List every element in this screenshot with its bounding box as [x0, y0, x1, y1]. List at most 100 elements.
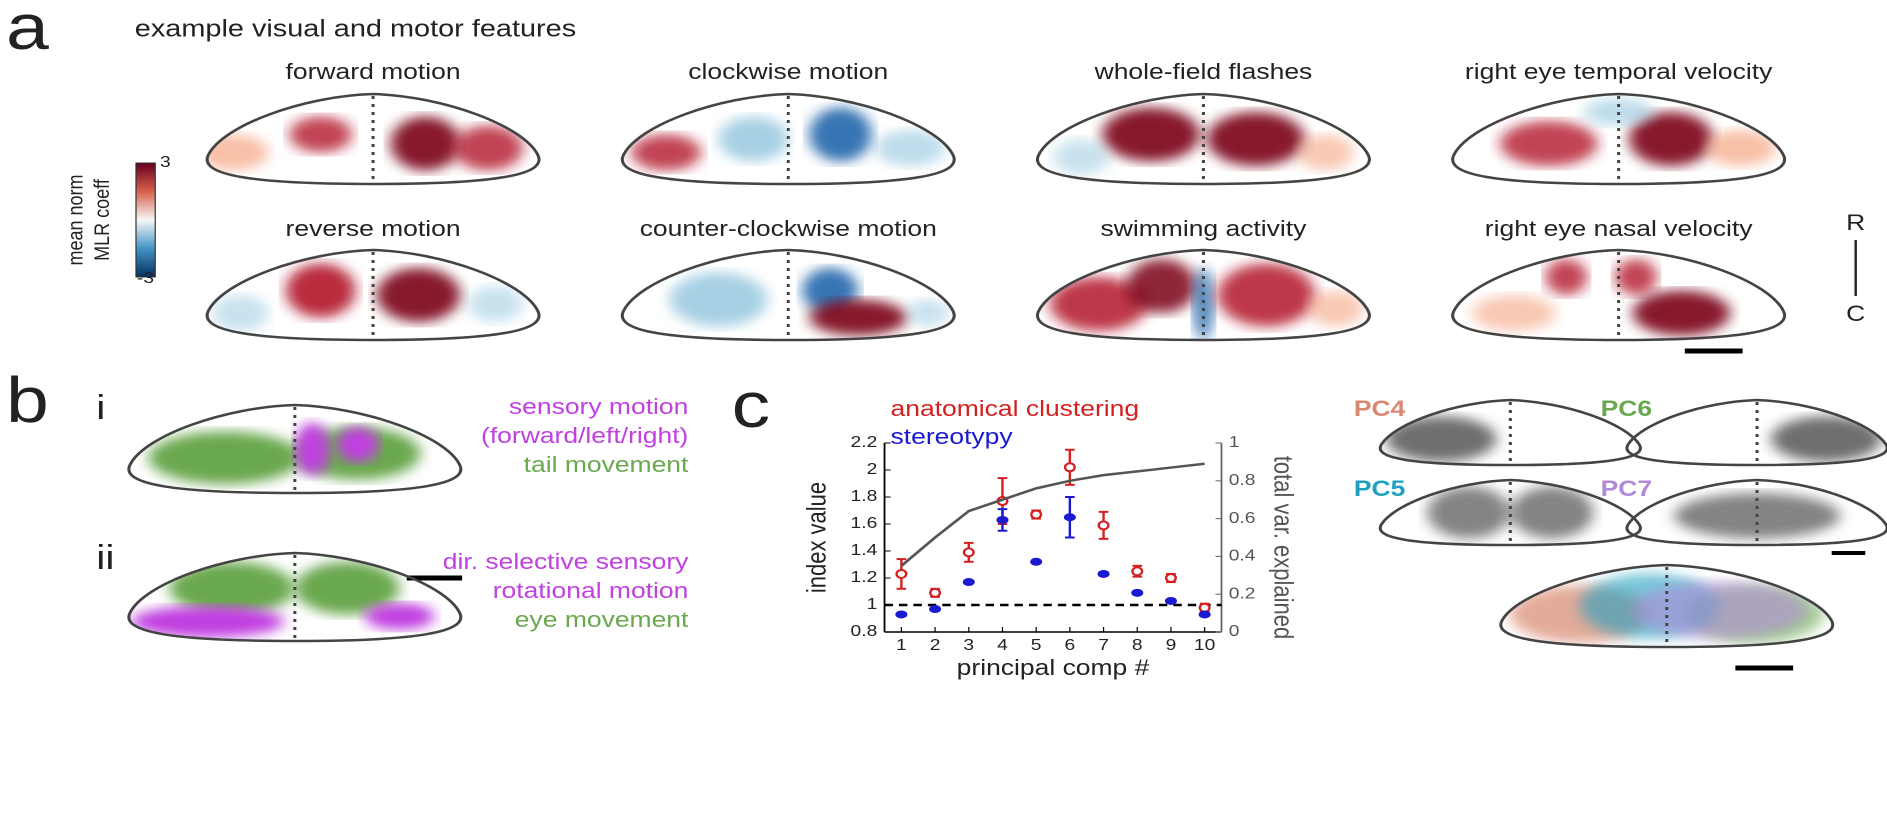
brain-outline — [620, 248, 956, 342]
marker — [1063, 462, 1076, 473]
activity — [1510, 486, 1594, 539]
brain-map — [631, 107, 946, 171]
brain-map — [212, 263, 524, 331]
map-title: clockwise motion — [688, 60, 888, 84]
activity — [1385, 416, 1497, 462]
activity — [467, 286, 524, 322]
y-tick-label: 1.4 — [851, 541, 878, 559]
marker — [1164, 573, 1177, 583]
brain-map — [1509, 573, 1824, 643]
pc-label: PC5 — [1354, 477, 1405, 501]
activity — [390, 116, 461, 171]
colorbar — [135, 162, 156, 278]
activity — [212, 295, 269, 331]
marker — [1131, 588, 1144, 597]
sub-label: ii — [96, 538, 114, 576]
activity — [718, 116, 789, 162]
activity — [875, 130, 946, 166]
x-tick-label: 5 — [1031, 636, 1042, 654]
activity — [1126, 259, 1197, 313]
legend-label: eye movement — [515, 608, 689, 632]
activity — [1615, 259, 1658, 295]
map-title: reverse motion — [286, 217, 461, 241]
activity — [1102, 107, 1200, 162]
map-title: right eye nasal velocity — [1485, 217, 1754, 241]
marker — [1097, 569, 1110, 578]
activity — [1545, 259, 1588, 295]
legend-label: sensory motion — [509, 395, 688, 419]
y2-tick-label: 0 — [1229, 622, 1240, 640]
brain-outline — [1499, 563, 1835, 649]
brain-outline — [1451, 92, 1787, 186]
y-tick-label: 1 — [867, 595, 878, 613]
brain-outline — [1035, 248, 1371, 342]
activity — [169, 561, 295, 615]
map-title: right eye temporal velocity — [1465, 60, 1773, 84]
activity — [631, 134, 702, 171]
x-axis-label: principal comp # — [957, 656, 1150, 680]
y2-tick-label: 0.4 — [1229, 546, 1256, 564]
activity — [1192, 268, 1214, 340]
activity — [1297, 134, 1354, 171]
activity — [1770, 416, 1882, 462]
brain-map — [669, 268, 949, 336]
activity — [453, 125, 524, 171]
activity — [1629, 112, 1713, 166]
activity — [809, 299, 907, 336]
brain-map — [1385, 416, 1497, 462]
axis-label: C — [1846, 302, 1865, 326]
y2-tick-label: 0.6 — [1229, 508, 1256, 526]
map-title: forward motion — [286, 60, 461, 84]
marker — [996, 515, 1009, 524]
activity — [336, 427, 379, 463]
brain-outline — [1378, 478, 1642, 547]
panel-letter: a — [6, 0, 50, 63]
activity — [1705, 130, 1776, 166]
y2-tick-label: 0.8 — [1229, 471, 1256, 489]
x-tick-label: 9 — [1166, 636, 1177, 654]
x-tick-label: 2 — [930, 636, 941, 654]
panel-title: example visual and motor features — [135, 15, 576, 42]
activity — [669, 272, 768, 327]
activity — [376, 268, 461, 322]
x-tick-label: 7 — [1098, 636, 1109, 654]
activity — [1053, 139, 1110, 175]
activity — [148, 431, 302, 485]
marker — [895, 568, 908, 579]
activity — [809, 107, 873, 162]
variance-line — [900, 462, 1205, 567]
marker — [1030, 509, 1043, 520]
brain-map — [1049, 259, 1364, 340]
activity — [1631, 581, 1807, 639]
activity — [1499, 121, 1598, 166]
activity — [294, 422, 330, 476]
brain-outline — [1035, 92, 1371, 186]
brain-outline — [1378, 398, 1642, 467]
panel-letter: b — [6, 365, 49, 436]
brain-map — [1770, 416, 1882, 462]
marker — [1164, 596, 1177, 605]
y-axis-label: index value — [802, 482, 831, 593]
marker — [1097, 520, 1110, 531]
legend-entry: anatomical clustering — [891, 397, 1140, 421]
y-tick-label: 1.2 — [851, 568, 878, 586]
brain-map — [1427, 486, 1594, 539]
colorbar-label: mean norm — [64, 174, 88, 265]
marker — [962, 547, 975, 558]
colorbar-max: 3 — [160, 153, 171, 171]
activity — [364, 603, 435, 630]
legend-label: dir. selective sensory — [443, 550, 690, 574]
activity — [1308, 290, 1364, 327]
x-tick-label: 6 — [1065, 636, 1076, 654]
activity — [906, 299, 949, 327]
pc-label: PC7 — [1601, 477, 1652, 501]
legend-label: (forward/left/right) — [481, 424, 688, 448]
y-tick-label: 1.6 — [851, 514, 878, 532]
x-tick-label: 1 — [896, 636, 907, 654]
activity — [1049, 277, 1148, 331]
activity — [130, 605, 285, 638]
activity — [285, 263, 356, 318]
y-tick-label: 0.8 — [851, 622, 878, 640]
marker — [895, 610, 908, 619]
